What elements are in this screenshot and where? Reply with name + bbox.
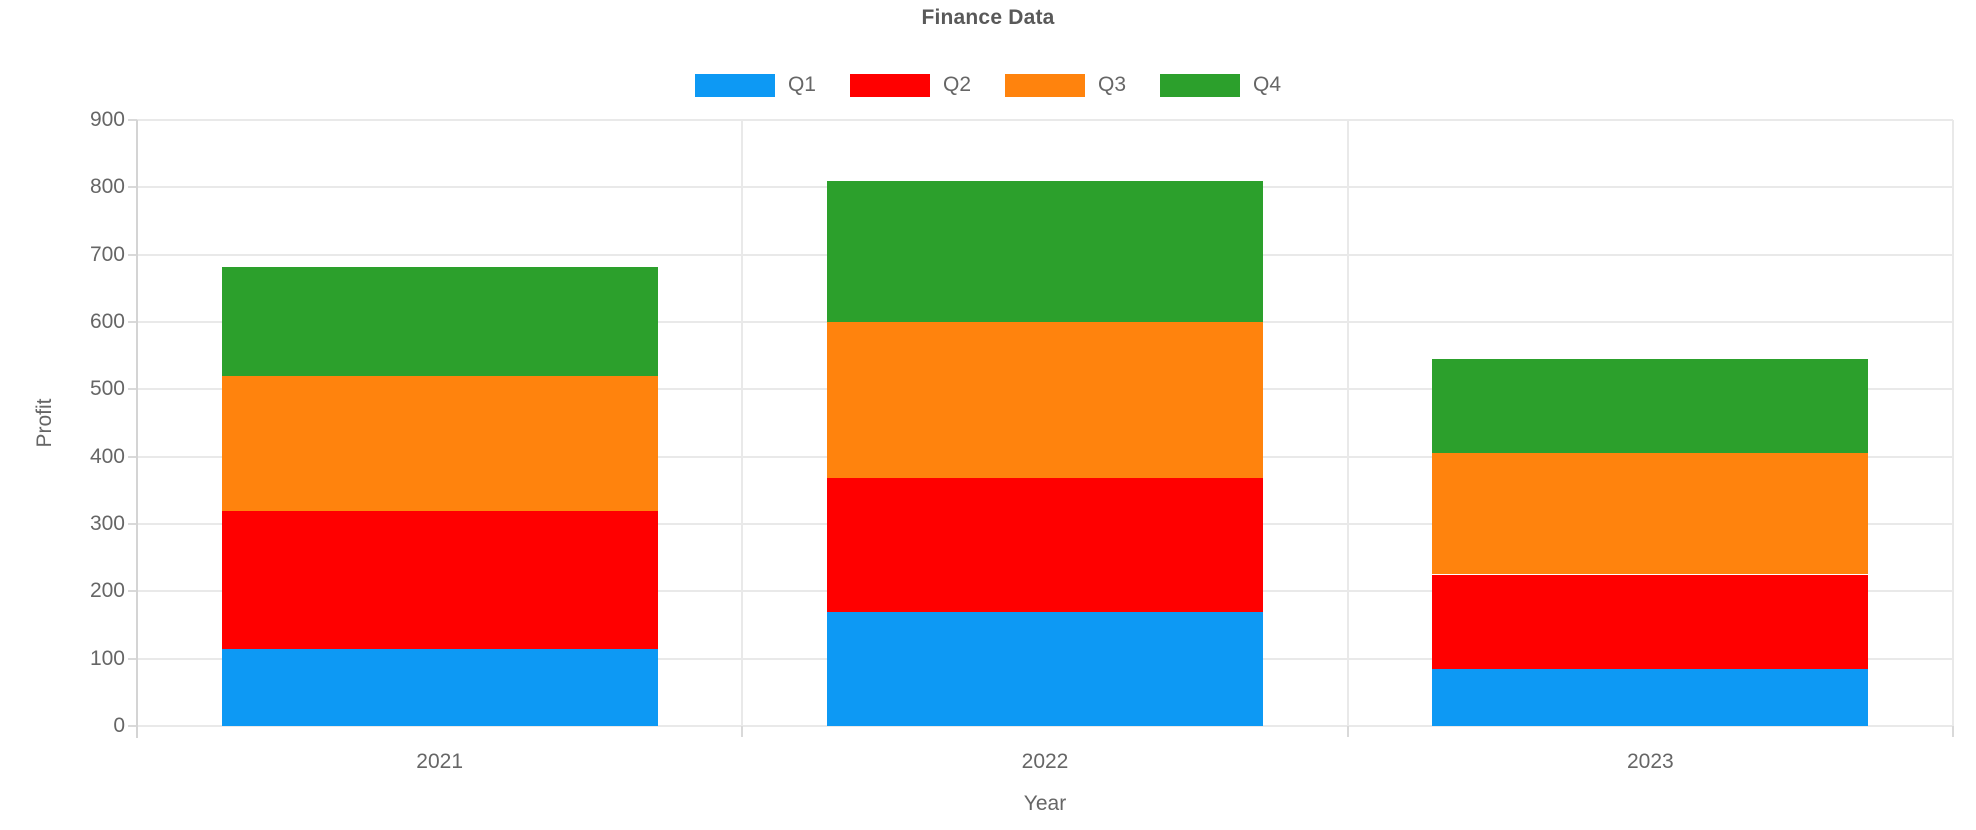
y-tick-mark-0	[128, 725, 137, 727]
y-tick-label-100: 100	[89, 646, 125, 670]
legend-label-q4: Q4	[1253, 73, 1282, 96]
legend-item-q4[interactable]: Q4	[1160, 73, 1281, 97]
legend-swatch-q2	[849, 73, 930, 97]
legend-label-q2: Q2	[942, 73, 971, 96]
grid-line-y-0	[137, 725, 1953, 727]
legend-item-q3[interactable]: Q3	[1005, 73, 1126, 97]
bar-segment-q1-2023[interactable]	[1432, 668, 1869, 726]
x-tick-mark-3	[1952, 726, 1954, 737]
grid-line-y-900	[137, 119, 1953, 121]
y-axis-title: Profit	[33, 398, 56, 448]
legend-swatch-q4	[1160, 73, 1241, 97]
bar-segment-q1-2022[interactable]	[827, 611, 1263, 726]
y-tick-mark-200	[128, 590, 137, 593]
bar-segment-q4-2022[interactable]	[827, 180, 1263, 322]
chart-title: Finance Data	[921, 6, 1055, 29]
y-tick-label-300: 300	[89, 512, 125, 535]
legend-label-q3: Q3	[1098, 73, 1127, 96]
y-tick-mark-800	[128, 186, 137, 189]
y-tick-mark-600	[128, 321, 137, 323]
y-tick-label-500: 500	[89, 377, 125, 401]
bar-segment-q3-2021[interactable]	[221, 375, 658, 511]
x-tick-mark-1	[741, 726, 744, 737]
y-tick-mark-900	[128, 119, 137, 121]
y-tick-mark-500	[128, 388, 137, 391]
y-tick-label-800: 800	[89, 175, 125, 199]
x-tick-mark-2	[1346, 726, 1349, 737]
x-tick-label-2023: 2023	[1626, 750, 1674, 773]
y-tick-mark-400	[128, 455, 137, 458]
legend-item-q2[interactable]: Q2	[849, 73, 971, 97]
y-tick-label-200: 200	[89, 579, 125, 603]
x-tick-label-2022: 2022	[1021, 750, 1069, 773]
y-tick-label-700: 700	[89, 242, 125, 266]
grid-line-x-2	[1346, 120, 1349, 726]
y-tick-mark-700	[128, 253, 137, 256]
legend: Q1 Q2 Q3 Q4	[0, 73, 1976, 97]
bar-segment-q2-2022[interactable]	[827, 478, 1263, 612]
bar-segment-q4-2021[interactable]	[221, 266, 658, 376]
bar-segment-q2-2021[interactable]	[221, 510, 658, 649]
y-tick-mark-100	[128, 657, 137, 660]
bar-segment-q2-2023[interactable]	[1432, 574, 1869, 669]
legend-item-q1[interactable]: Q1	[694, 73, 816, 97]
y-tick-mark-300	[128, 523, 137, 525]
grid-line-x-1	[741, 120, 744, 726]
bar-segment-q4-2023[interactable]	[1432, 359, 1869, 454]
x-tick-label-2021: 2021	[416, 750, 464, 773]
y-axis-line	[136, 120, 138, 738]
bar-segment-q3-2023[interactable]	[1432, 453, 1869, 575]
legend-swatch-q1	[694, 73, 775, 97]
x-axis-title: Year	[1023, 792, 1067, 815]
y-tick-label-400: 400	[89, 444, 125, 468]
y-tick-label-900: 900	[89, 108, 125, 131]
legend-label-q1: Q1	[787, 73, 816, 96]
bar-segment-q1-2021[interactable]	[221, 648, 658, 726]
legend-swatch-q3	[1005, 73, 1085, 97]
bar-segment-q3-2022[interactable]	[827, 322, 1263, 479]
y-tick-label-600: 600	[89, 310, 125, 333]
grid-line-x-3	[1952, 120, 1954, 726]
y-tick-label-0: 0	[113, 714, 125, 737]
